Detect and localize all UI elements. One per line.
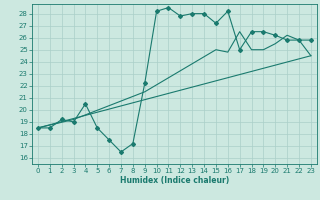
X-axis label: Humidex (Indice chaleur): Humidex (Indice chaleur)	[120, 176, 229, 185]
